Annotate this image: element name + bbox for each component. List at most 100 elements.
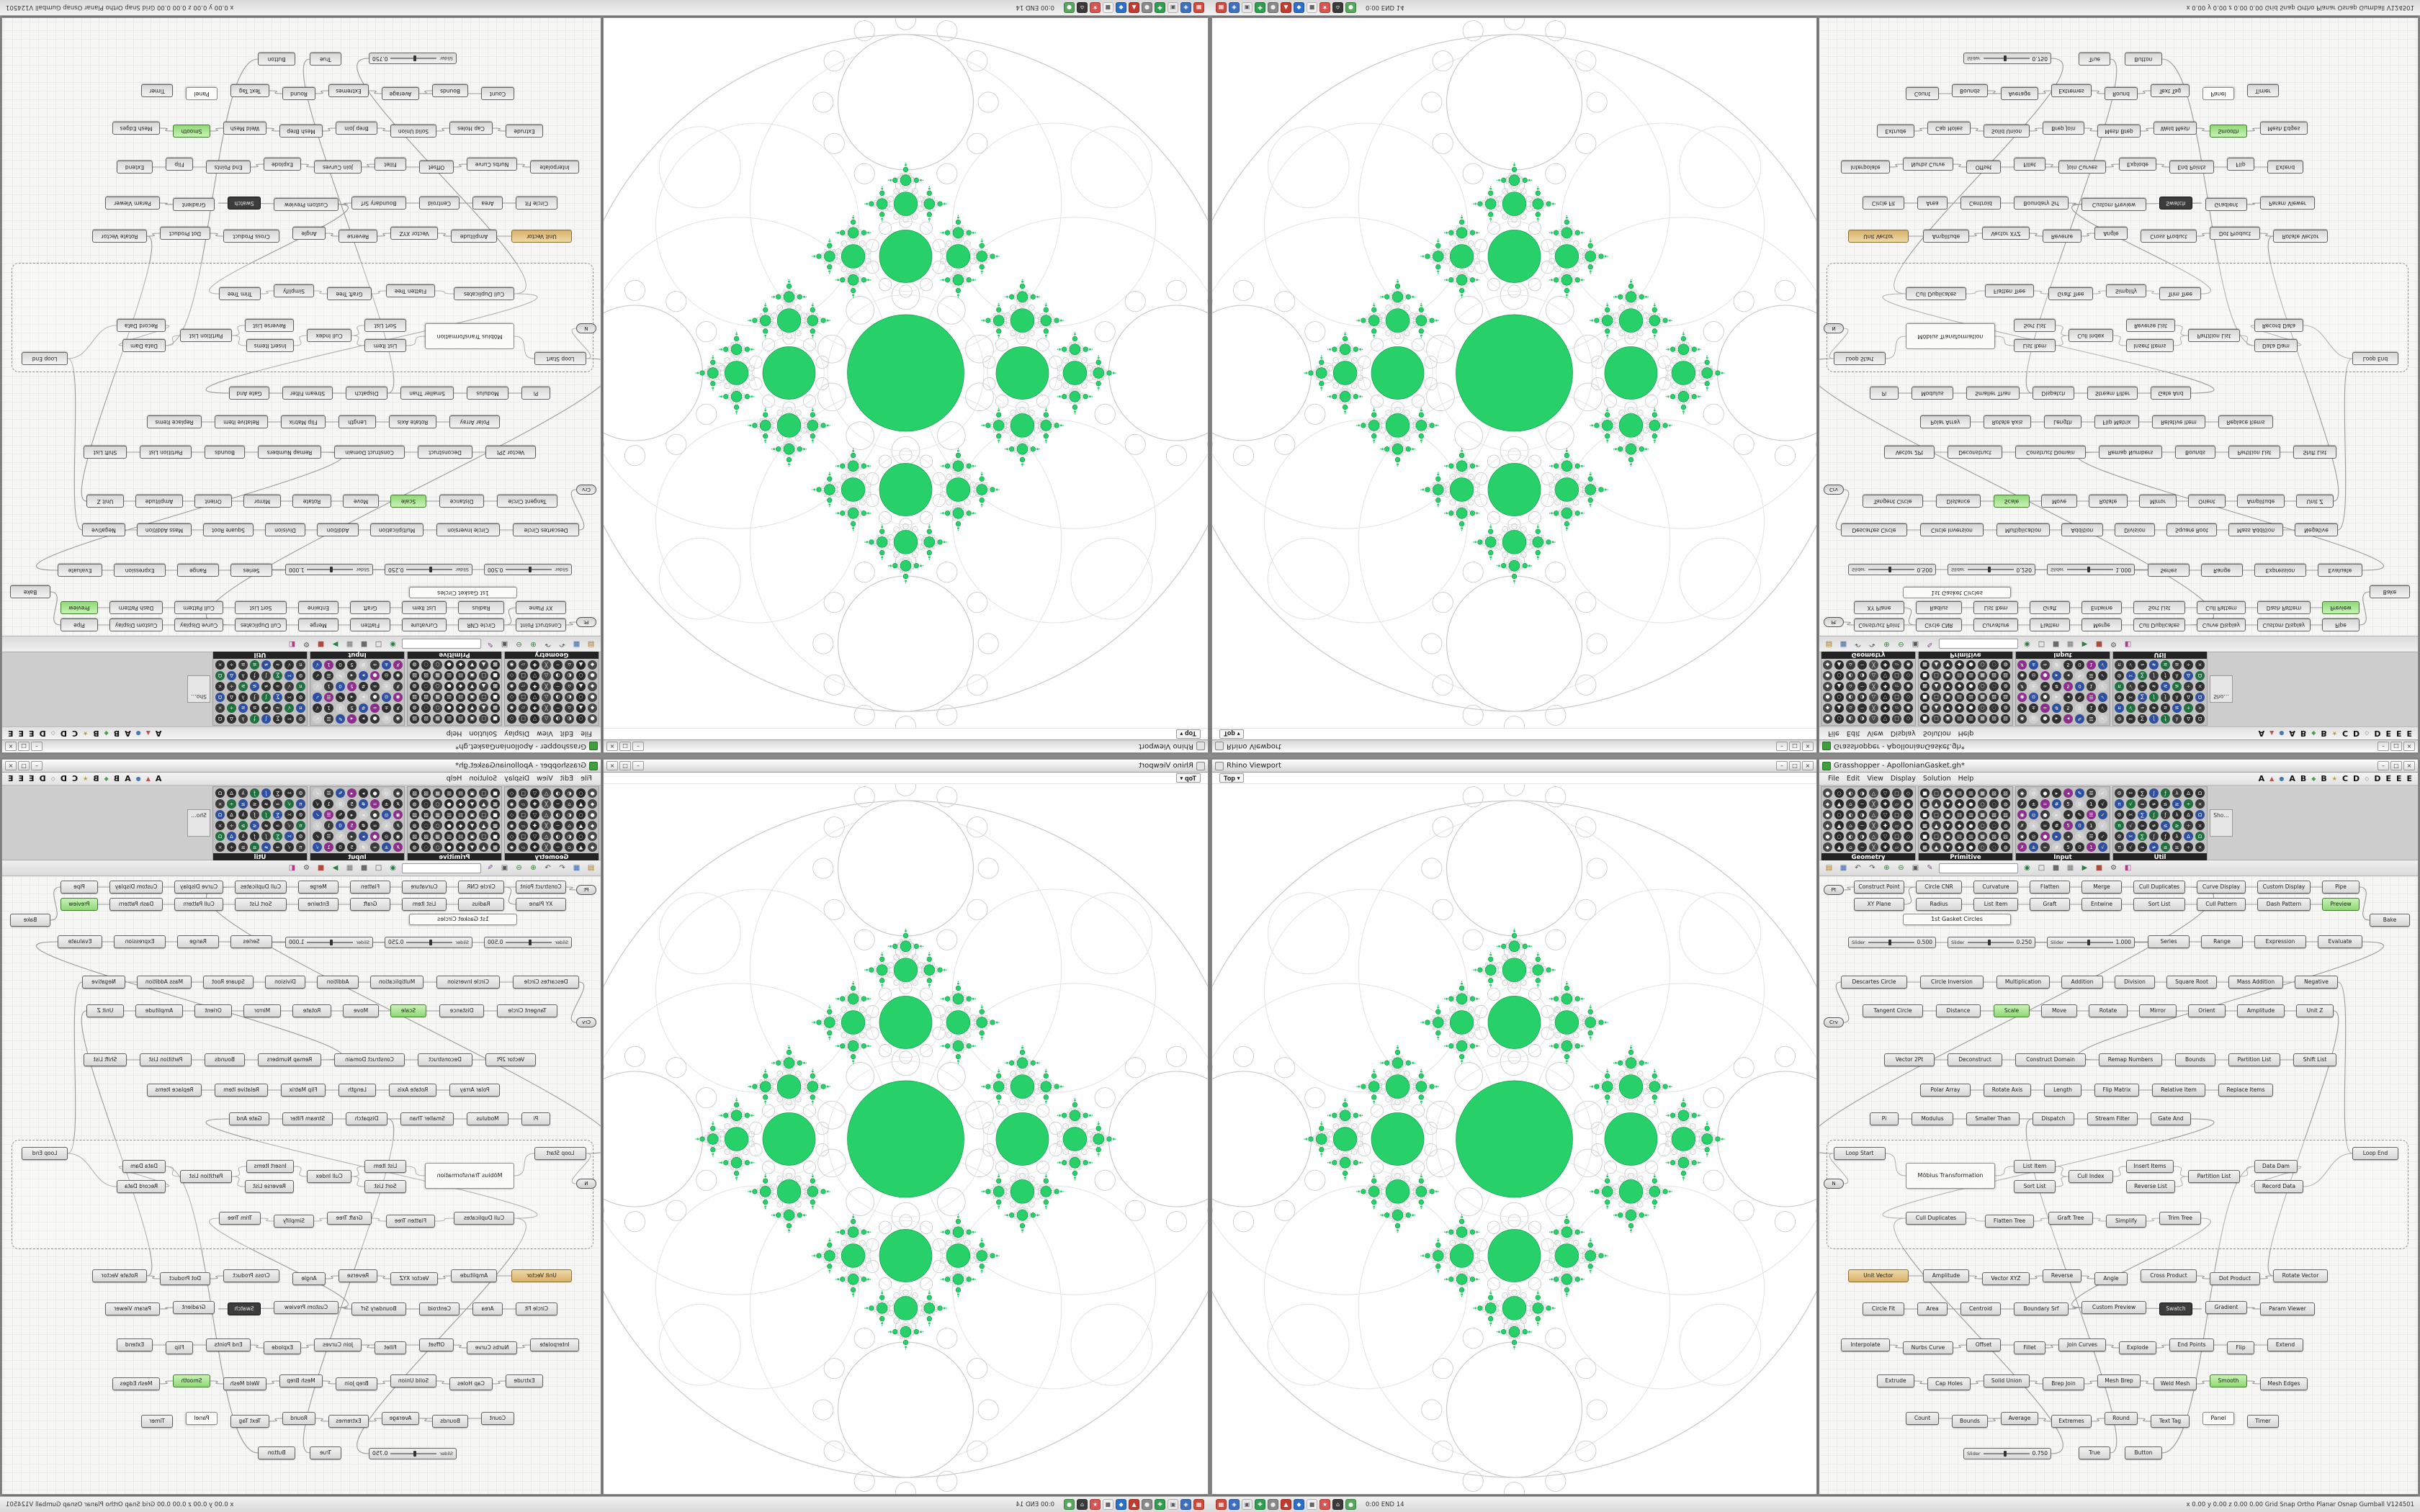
palette-icon[interactable]: ▤ xyxy=(456,832,465,841)
gh-node-radius[interactable]: Radius xyxy=(1916,898,1962,911)
palette-icon[interactable]: 0 xyxy=(336,703,345,713)
gh-node-descartes-circle[interactable]: Descartes Circle xyxy=(1841,976,1907,989)
taskbar-app-icon-2[interactable]: ◈ xyxy=(1229,1499,1240,1510)
palette-icon[interactable]: ≥ xyxy=(2172,682,2182,691)
menu-display[interactable]: Display xyxy=(1890,775,1916,783)
palette-icon[interactable]: ▸ xyxy=(2052,714,2061,724)
palette-icon[interactable]: ⚙ xyxy=(2115,832,2124,841)
palette-icon[interactable]: ÷ xyxy=(227,660,236,670)
palette-icon[interactable]: √ xyxy=(2098,799,2107,809)
menu-view[interactable]: View xyxy=(537,729,553,737)
palette-icon[interactable]: △ xyxy=(1869,671,1878,680)
gh-node-rotate[interactable]: Rotate xyxy=(292,1004,331,1017)
gh-node-addition[interactable]: Addition xyxy=(317,523,359,536)
palette-icon[interactable]: # xyxy=(2052,799,2061,809)
gh-node-vector-2pt[interactable]: Vector 2Pt xyxy=(1884,1053,1935,1066)
palette-icon[interactable]: ▩ xyxy=(490,703,500,713)
zoom-in-icon[interactable]: ⊕ xyxy=(1883,640,1890,648)
palette-icon[interactable]: ▤ xyxy=(1955,788,1964,798)
close-button[interactable]: × xyxy=(2403,742,2415,751)
palette-icon[interactable]: 1 xyxy=(324,703,333,713)
palette-icon[interactable]: □ xyxy=(519,788,528,798)
zoom-in-icon[interactable]: ⊕ xyxy=(530,640,537,648)
gh-node-data-dam[interactable]: Data Dam xyxy=(122,1160,166,1173)
gh-node-mirror[interactable]: Mirror xyxy=(2139,495,2177,508)
palette-icon[interactable]: ✂ xyxy=(2126,832,2136,841)
palette-icon[interactable]: ✎ xyxy=(2075,810,2084,819)
taskbar-app-icon-9[interactable]: ★ xyxy=(1090,1499,1101,1510)
zoom-extents-icon[interactable]: ▣ xyxy=(1912,640,1919,648)
gh-node-data-dam[interactable]: Data Dam xyxy=(122,339,166,352)
palette-show-button[interactable]: Sho… xyxy=(2210,809,2233,837)
palette-icon[interactable]: 5 xyxy=(2063,660,2073,670)
palette-icon[interactable]: ◑ xyxy=(1857,788,1867,798)
grasshopper-titlebar[interactable]: Grasshopper - ApollonianGasket.gh* – □ × xyxy=(1819,739,2418,752)
palette-icon[interactable]: ▣ xyxy=(1943,693,1953,702)
toolbar-glyph-icon[interactable]: ▲ xyxy=(145,775,151,782)
palette-icon[interactable]: ± xyxy=(382,703,391,713)
palette-icon[interactable]: ✗ xyxy=(393,703,403,713)
palette-show-button[interactable]: Sho… xyxy=(187,809,210,837)
toolbar-tab-e[interactable]: E xyxy=(29,774,35,783)
gh-node-construct-domain[interactable]: Construct Domain xyxy=(2015,446,2086,459)
gh-node-move[interactable]: Move xyxy=(2041,495,2077,508)
solver-stop-icon[interactable]: ■ xyxy=(2095,640,2103,648)
palette-icon[interactable]: □ xyxy=(519,832,528,841)
palette-icon[interactable]: □ xyxy=(1932,788,1941,798)
gh-node-addition[interactable]: Addition xyxy=(2061,523,2103,536)
undo-icon[interactable]: ↶ xyxy=(559,864,565,872)
palette-icon[interactable]: Δ xyxy=(2184,810,2193,819)
palette-icon[interactable]: ○ xyxy=(433,799,442,809)
gh-node-deconstruct[interactable]: Deconstruct xyxy=(418,1053,472,1066)
palette-icon[interactable]: ∫ xyxy=(261,788,271,798)
gh-node-curvature[interactable]: Curvature xyxy=(1973,881,2018,894)
palette-icon[interactable]: 5 xyxy=(347,682,357,691)
palette-icon[interactable]: ◂ xyxy=(347,671,357,680)
gh-node-flatten-tree[interactable]: Flatten Tree xyxy=(386,284,435,297)
gh-node-custom-preview[interactable]: Custom Preview xyxy=(274,198,339,211)
gh-node-xy-plane[interactable]: XY Plane xyxy=(1854,898,1904,911)
palette-icon[interactable]: ▨ xyxy=(2001,671,2010,680)
gh-node-centroid[interactable]: Centroid xyxy=(1960,1302,2001,1315)
toolbar-glyph-icon[interactable]: ◆ xyxy=(104,730,109,737)
palette-icon[interactable]: ⌂ xyxy=(1846,842,1855,852)
palette-icon[interactable]: ƒ xyxy=(2161,671,2170,680)
palette-icon[interactable]: ◍ xyxy=(2001,703,2010,713)
palette-icon[interactable]: ✚ xyxy=(1881,799,1890,809)
palette-icon[interactable]: √ xyxy=(2126,682,2136,691)
palette-icon[interactable]: ● xyxy=(1823,714,1832,724)
palette-search-input[interactable] xyxy=(1939,639,2018,649)
palette-icon[interactable]: ☰ xyxy=(324,693,333,702)
palette-icon[interactable]: ○ xyxy=(1834,693,1844,702)
taskbar-app-icon-5[interactable]: ● xyxy=(1142,2,1152,13)
taskbar-app-icon-11[interactable]: ● xyxy=(1345,2,1356,13)
palette-icon[interactable]: ◎ xyxy=(382,810,391,819)
gh-node-boundary-srf[interactable]: Boundary Srf xyxy=(2014,197,2069,210)
palette-icon[interactable]: ▨ xyxy=(410,671,419,680)
taskbar-app-icon-8[interactable]: ■ xyxy=(1307,1499,1317,1510)
palette-icon[interactable]: ☰ xyxy=(2087,693,2096,702)
gh-node-pi[interactable]: Pi xyxy=(521,1112,550,1125)
gh-node-panel[interactable]: Panel xyxy=(186,87,218,100)
gh-node-crv[interactable]: Crv xyxy=(1824,1017,1844,1027)
palette-icon[interactable]: ± xyxy=(382,842,391,852)
gh-node-smaller-than[interactable]: Smaller Than xyxy=(1966,1112,2020,1125)
palette-icon[interactable]: ◍ xyxy=(2001,682,2010,691)
menu-file[interactable]: File xyxy=(1828,775,1839,783)
palette-icon[interactable]: ▦ xyxy=(1978,810,1987,819)
palette-icon[interactable]: ⌂ xyxy=(565,682,574,691)
palette-icon[interactable]: □ xyxy=(1892,832,1901,841)
gh-node-construct-point[interactable]: Construct Point xyxy=(516,618,566,631)
gh-node-timer[interactable]: Timer xyxy=(2247,84,2279,97)
palette-icon[interactable]: ~ xyxy=(553,682,563,691)
palette-icon[interactable]: ✗ xyxy=(393,682,403,691)
palette-icon[interactable]: ○ xyxy=(1978,682,1987,691)
palette-icon[interactable]: ▼ xyxy=(1943,799,1953,809)
gh-node-amplitude[interactable]: Amplitude xyxy=(451,230,497,243)
palette-icon[interactable]: ✎ xyxy=(336,714,345,724)
palette-icon[interactable]: ☰ xyxy=(2087,671,2096,680)
palette-icon[interactable]: # xyxy=(359,842,368,852)
palette-icon[interactable]: ✎ xyxy=(2075,671,2084,680)
gh-node-reverse[interactable]: Reverse xyxy=(339,230,377,243)
palette-icon[interactable]: ● xyxy=(1966,660,1976,670)
